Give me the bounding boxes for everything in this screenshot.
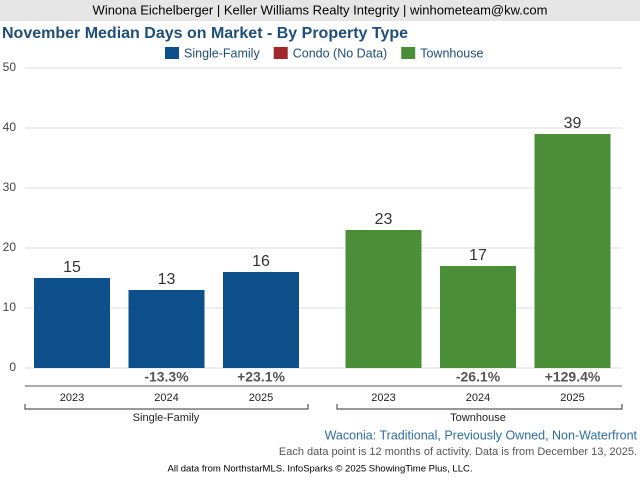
legend-swatch bbox=[401, 47, 416, 59]
y-tick-label: 40 bbox=[3, 120, 17, 134]
bar bbox=[534, 134, 611, 368]
y-tick-label: 20 bbox=[3, 240, 17, 254]
x-tick-label: 2025 bbox=[560, 392, 584, 404]
value-label: 23 bbox=[375, 211, 393, 228]
data-note: Each data point is 12 months of activity… bbox=[279, 446, 637, 458]
value-label: 13 bbox=[158, 271, 176, 288]
group-label: Townhouse bbox=[450, 412, 506, 424]
y-tick-label: 30 bbox=[3, 180, 17, 194]
value-label: 15 bbox=[63, 259, 81, 276]
bar bbox=[345, 230, 422, 368]
x-tick-label: 2024 bbox=[466, 392, 490, 404]
legend-swatch bbox=[165, 47, 179, 59]
change-label: -13.3% bbox=[144, 369, 189, 385]
change-label: -26.1% bbox=[456, 369, 501, 385]
value-label: 39 bbox=[564, 115, 582, 132]
y-tick-label: 50 bbox=[3, 60, 17, 74]
header: Winona Eichelberger | Keller Williams Re… bbox=[93, 2, 548, 17]
bar bbox=[128, 290, 205, 368]
x-tick-label: 2025 bbox=[249, 392, 273, 404]
header-bar bbox=[0, 0, 640, 21]
legend-swatch bbox=[273, 47, 288, 59]
change-label: +129.4% bbox=[545, 369, 601, 385]
value-label: 16 bbox=[252, 253, 270, 270]
source-note: All data from NorthstarMLS. InfoSparks ©… bbox=[168, 464, 473, 475]
y-tick-label: 0 bbox=[9, 360, 16, 374]
y-tick-label: 10 bbox=[3, 300, 17, 314]
area-note: Waconia: Traditional, Previously Owned, … bbox=[325, 428, 638, 442]
x-tick-label: 2023 bbox=[371, 392, 395, 404]
legend-label: Single-Family bbox=[184, 46, 260, 60]
bar bbox=[34, 278, 110, 368]
chart-title: November Median Days on Market - By Prop… bbox=[2, 25, 408, 42]
change-label: +23.1% bbox=[237, 369, 285, 385]
x-tick-label: 2023 bbox=[60, 392, 84, 404]
group-label: Single-Family bbox=[133, 412, 200, 424]
x-tick-label: 2024 bbox=[154, 392, 178, 404]
value-label: 17 bbox=[469, 247, 487, 264]
group-bracket bbox=[24, 404, 309, 410]
legend-label: Townhouse bbox=[420, 46, 483, 60]
bar bbox=[223, 272, 299, 368]
bar bbox=[440, 266, 516, 368]
group-bracket bbox=[336, 404, 623, 410]
legend-label: Condo (No Data) bbox=[293, 46, 388, 60]
